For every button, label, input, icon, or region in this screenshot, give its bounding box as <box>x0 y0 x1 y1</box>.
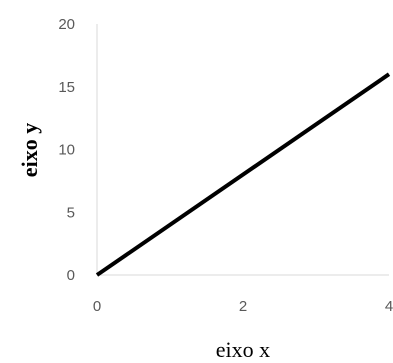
series-group <box>95 72 391 277</box>
y-tick-label: 10 <box>58 142 75 159</box>
axes <box>96 24 389 276</box>
x-tick-label: 2 <box>239 298 247 315</box>
series-line <box>95 72 391 277</box>
y-tick-label: 20 <box>58 16 75 33</box>
y-tick-labels: 0 5 10 15 20 <box>58 16 75 284</box>
y-tick-label: 5 <box>67 204 75 221</box>
x-tick-label: 0 <box>93 298 101 315</box>
y-tick-label: 0 <box>67 267 75 284</box>
x-axis-title: eixo x <box>216 337 270 362</box>
y-tick-label: 15 <box>58 79 75 96</box>
y-axis-title: eixo y <box>17 123 42 177</box>
x-tick-labels: 0 2 4 <box>93 298 393 315</box>
x-tick-label: 4 <box>385 298 393 315</box>
